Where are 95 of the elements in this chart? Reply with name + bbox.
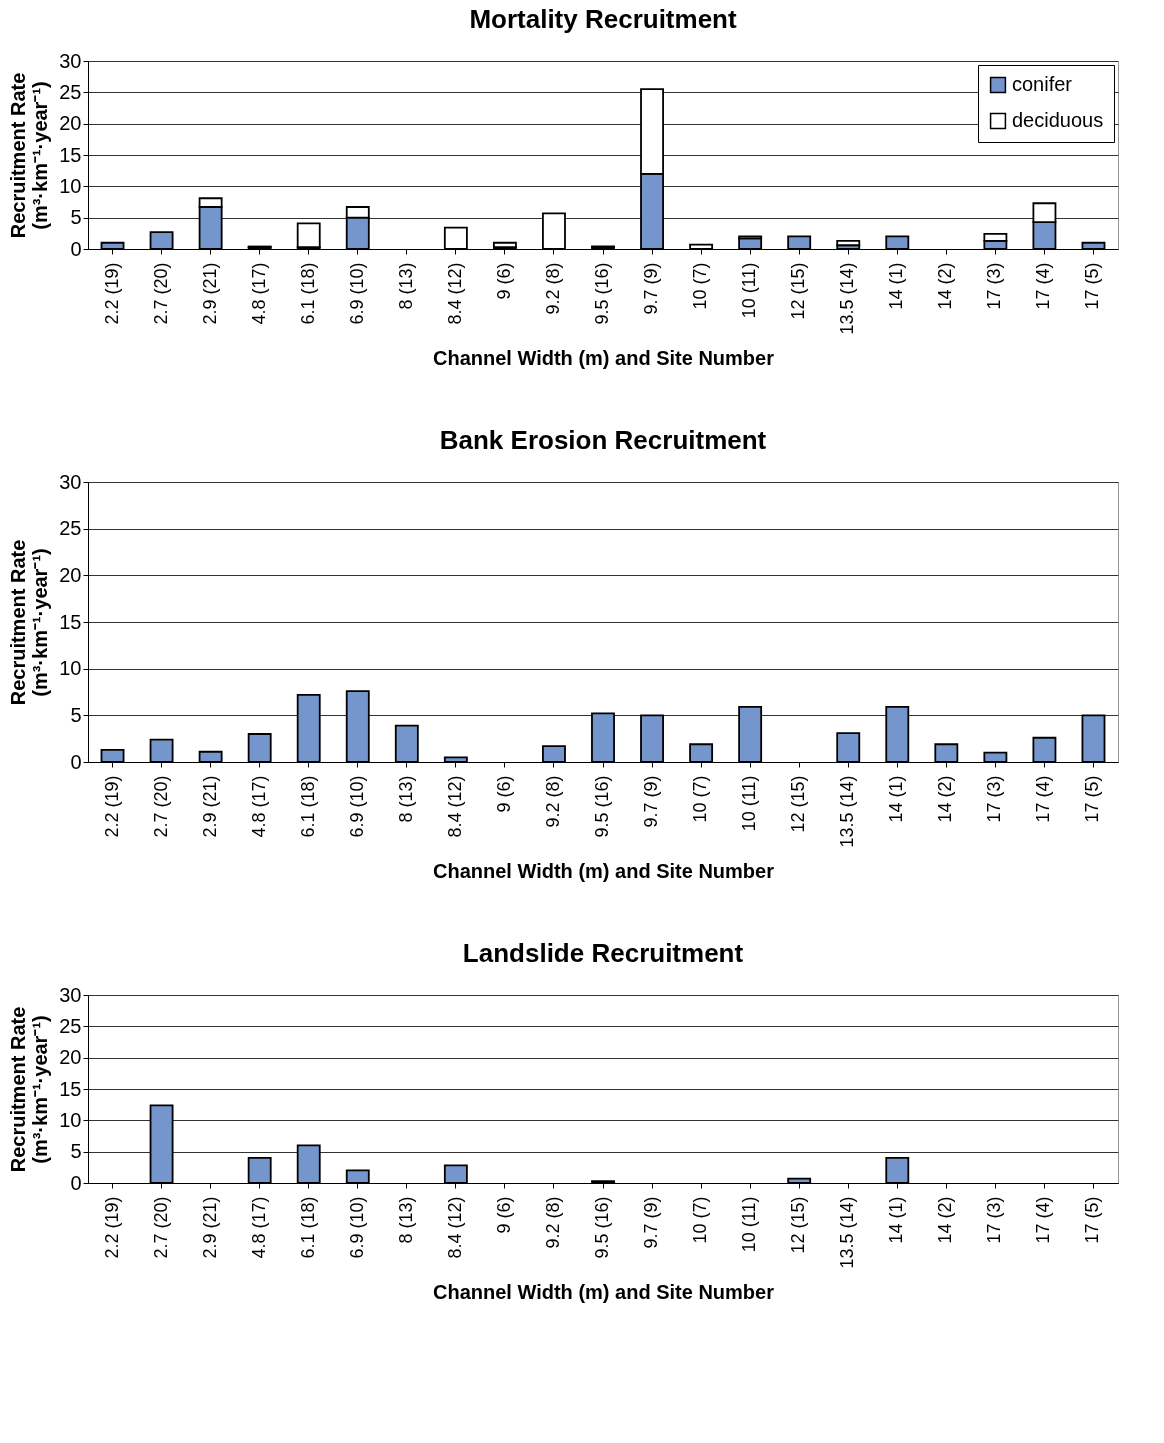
x-tick-label: 14 (1) [886,1196,907,1244]
y-tick-label: 0 [70,1171,82,1194]
x-tick-label: 2.9 (21) [199,1196,220,1259]
x-tick-label: 9.7 (9) [641,1196,662,1249]
x-axis-title: Channel Width (m) and Site Number [433,1280,775,1303]
x-tick-label: 13.5 (14) [837,775,858,848]
y-tick-label: 25 [59,1014,82,1037]
x-tick-label: 17 (4) [1033,262,1054,310]
y-tick-label: 5 [70,206,82,229]
y-tick-label: 30 [59,49,82,72]
y-tick-label: 20 [59,563,82,586]
x-tick-label: 17 (3) [984,1196,1005,1244]
x-tick-label: 9.5 (16) [592,775,612,838]
x-tick-label: 2.2 (19) [101,262,122,325]
x-tick-label: 2.9 (21) [199,775,220,838]
y-tick-label: 30 [59,983,82,1006]
y-tick-label: 5 [70,703,82,726]
x-tick-label: 14 (2) [935,262,956,310]
x-tick-label: 14 (1) [886,775,907,823]
x-axis-title: Channel Width (m) and Site Number [433,346,775,369]
chart-title: Mortality Recruitment [469,4,737,34]
x-tick-label: 12 (15) [788,775,809,833]
x-tick-label: 4.8 (17) [248,262,269,325]
y-tick-label: 30 [59,470,82,493]
x-tick-label: 17 (4) [1033,775,1054,823]
x-tick-label: 17 (5) [1082,262,1103,310]
x-tick-label: 6.9 (10) [346,1196,367,1259]
x-tick-label: 14 (2) [935,775,956,823]
x-tick-label: 14 (1) [886,262,907,310]
y-axis-title: Recruitment Rate (m³·km⁻¹·year⁻¹) [7,72,52,239]
x-tick-label: 9.2 (8) [542,262,563,315]
x-tick-label: 17 (4) [1033,1196,1054,1244]
x-tick-label: 2.9 (21) [199,262,220,325]
x-tick-label: 10 (7) [690,775,711,823]
x-tick-label: 10 (11) [739,262,760,319]
x-tick-label: 8.4 (12) [444,775,465,838]
x-tick-label: 9 (6) [493,262,514,300]
x-tick-label: 8 (13) [395,1196,416,1244]
x-tick-label: 9.2 (8) [542,1196,563,1249]
x-tick-label: 9.2 (8) [542,775,563,828]
y-axis-title: Recruitment Rate (m³·km⁻¹·year⁻¹) [7,539,52,706]
x-tick-label: 2.7 (20) [150,1196,171,1259]
chart-title: Bank Erosion Recruitment [439,425,767,455]
x-tick-label: 2.7 (20) [150,262,171,325]
x-tick-label: 6.1 (18) [297,775,318,838]
chart-title: Landslide Recruitment [462,938,744,968]
x-tick-label: 17 (5) [1082,1196,1103,1244]
x-tick-label: 4.8 (17) [248,1196,269,1259]
x-tick-label: 10 (11) [739,1196,760,1253]
x-tick-label: 6.9 (10) [346,262,367,325]
x-tick-label: 10 (7) [690,1196,711,1244]
x-tick-label: 9.7 (9) [641,262,662,315]
x-tick-label: 2.2 (19) [101,775,122,838]
x-tick-label: 6.9 (10) [346,775,367,838]
x-tick-label: 6.1 (18) [297,1196,318,1259]
x-tick-label: 12 (15) [788,262,809,320]
y-tick-label: 0 [70,750,82,773]
y-tick-label: 25 [59,517,82,540]
y-axis-title: Recruitment Rate (m³·km⁻¹·year⁻¹) [7,1006,52,1173]
legend-label: deciduous [1012,109,1104,131]
x-tick-label: 2.7 (20) [150,775,171,838]
legend-label: conifer [1012,73,1073,95]
x-tick-label: 9.7 (9) [641,775,662,828]
x-tick-label: 9.5 (16) [592,262,612,325]
x-tick-label: 9 (6) [493,775,514,813]
y-tick-label: 15 [59,143,82,166]
x-tick-label: 17 (3) [984,775,1005,823]
y-tick-label: 20 [59,1046,82,1069]
x-tick-label: 8.4 (12) [444,1196,465,1259]
x-tick-label: 8.4 (12) [444,262,465,325]
x-tick-label: 4.8 (17) [248,775,269,838]
y-tick-label: 0 [70,237,82,260]
x-tick-label: 10 (7) [690,262,711,310]
x-tick-label: 14 (2) [935,1196,956,1244]
y-tick-label: 15 [59,610,82,633]
x-tick-label: 8 (13) [395,262,416,310]
y-tick-label: 25 [59,80,82,103]
y-tick-label: 10 [59,1108,82,1131]
y-tick-label: 20 [59,112,82,135]
x-axis-title: Channel Width (m) and Site Number [433,859,775,882]
y-tick-label: 15 [59,1077,82,1100]
x-tick-label: 17 (5) [1082,775,1103,823]
x-tick-label: 2.2 (19) [101,1196,122,1259]
x-tick-label: 9 (6) [493,1196,514,1234]
x-tick-label: 13.5 (14) [837,1196,858,1269]
x-tick-label: 6.1 (18) [297,262,318,325]
y-tick-label: 10 [59,174,82,197]
x-tick-label: 13.5 (14) [837,262,858,335]
y-tick-label: 5 [70,1140,82,1163]
x-tick-label: 10 (11) [739,775,760,832]
x-tick-label: 17 (3) [984,262,1005,310]
y-tick-label: 10 [59,657,82,680]
x-tick-label: 12 (15) [788,1196,809,1254]
x-tick-label: 8 (13) [395,775,416,823]
x-tick-label: 9.5 (16) [592,1196,612,1259]
